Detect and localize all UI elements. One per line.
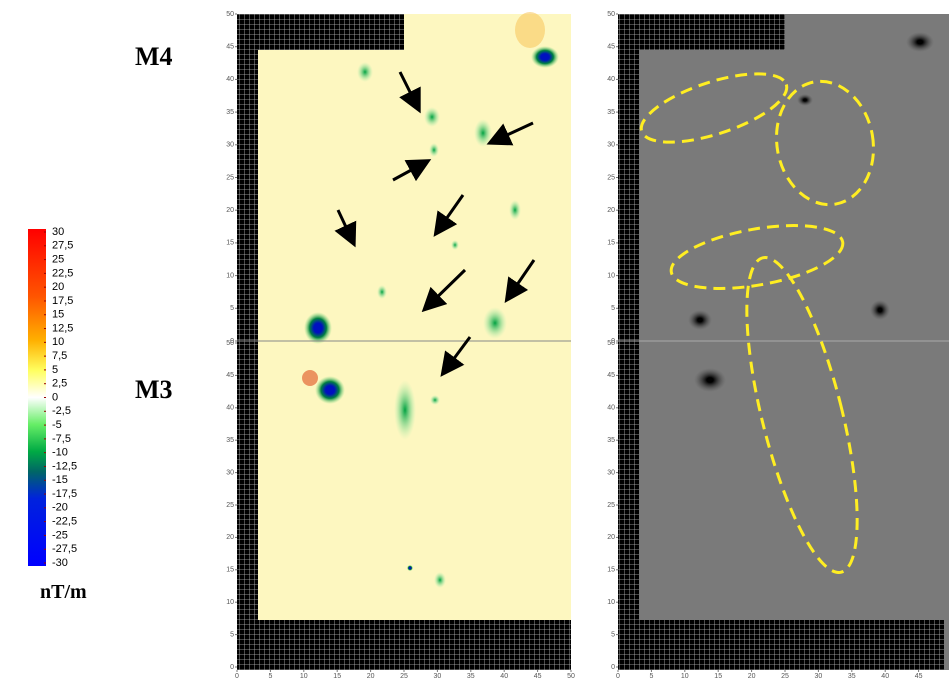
y-tick-label: 20 — [607, 207, 615, 214]
x-tick-label: 40 — [500, 673, 508, 680]
x-tick-label: 20 — [748, 673, 756, 680]
colorbar — [28, 229, 46, 566]
y-tick-label: 35 — [226, 437, 234, 444]
colorbar-label: 2,5 — [52, 378, 67, 390]
x-tick-label: 35 — [848, 673, 856, 680]
colorbar-label: -10 — [52, 447, 68, 459]
y-tick-label: 30 — [607, 469, 615, 476]
y-tick-label: 0 — [230, 338, 234, 345]
y-tick-label: 40 — [607, 76, 615, 83]
colorbar-label: -27,5 — [52, 543, 77, 555]
y-tick-label: 40 — [226, 405, 234, 412]
colorbar-label: 7,5 — [52, 350, 67, 362]
y-tick-label: 20 — [226, 207, 234, 214]
site-label: M4 — [135, 42, 173, 71]
x-tick-label: 40 — [881, 673, 889, 680]
y-tick-label: 45 — [607, 372, 615, 379]
x-tick-label: 10 — [300, 673, 308, 680]
y-tick-label: 20 — [607, 534, 615, 541]
y-tick-label: 0 — [611, 338, 615, 345]
colorbar-label: -25 — [52, 529, 68, 541]
colorbar-label: 22,5 — [52, 267, 73, 279]
colorbar-label: -30 — [52, 557, 68, 569]
y-tick-label: 30 — [607, 142, 615, 149]
y-tick-label: 40 — [607, 405, 615, 412]
colorbar-label: 5 — [52, 364, 58, 376]
x-tick-label: 0 — [235, 673, 239, 680]
x-tick-label: 0 — [616, 673, 620, 680]
colorbar-label: -12,5 — [52, 460, 77, 472]
y-tick-label: 10 — [607, 272, 615, 279]
x-tick-label: 30 — [815, 673, 823, 680]
y-tick-label: 40 — [226, 76, 234, 83]
colorbar-label: 20 — [52, 281, 64, 293]
x-tick-label: 5 — [268, 673, 272, 680]
x-tick-label: 35 — [467, 673, 475, 680]
y-tick-label: 20 — [226, 534, 234, 541]
y-tick-label: 30 — [226, 142, 234, 149]
site-label: M3 — [135, 375, 173, 404]
colorbar-label: 0 — [52, 391, 58, 403]
x-tick-label: 15 — [333, 673, 341, 680]
x-tick-label: 45 — [534, 673, 542, 680]
colorbar-label: 15 — [52, 309, 64, 321]
colorbar-label: -15 — [52, 474, 68, 486]
unit-label: nT/m — [40, 581, 87, 603]
x-tick-label: 20 — [367, 673, 375, 680]
colorbar-label: -2,5 — [52, 405, 71, 417]
x-tick-label: 25 — [781, 673, 789, 680]
colorbar-label: 25 — [52, 253, 64, 265]
y-tick-label: 50 — [226, 11, 234, 18]
colorbar-label: 30 — [52, 226, 64, 238]
y-tick-label: 50 — [607, 11, 615, 18]
x-tick-label: 10 — [681, 673, 689, 680]
y-tick-label: 0 — [230, 664, 234, 671]
colorbar-label: -17,5 — [52, 488, 77, 500]
arrows — [334, 71, 536, 377]
y-tick-label: 50 — [226, 340, 234, 347]
y-tick-label: 45 — [226, 372, 234, 379]
y-tick-label: 25 — [226, 502, 234, 509]
y-tick-label: 15 — [607, 240, 615, 247]
colorbar-label: 12,5 — [52, 322, 73, 334]
y-tick-label: 35 — [607, 437, 615, 444]
y-tick-label: 15 — [226, 240, 234, 247]
gray-map — [618, 14, 949, 670]
y-tick-label: 15 — [226, 567, 234, 574]
x-tick-label: 25 — [400, 673, 408, 680]
colorbar-label: 10 — [52, 336, 64, 348]
y-tick-label: 0 — [611, 664, 615, 671]
x-tick-label: 30 — [434, 673, 442, 680]
y-tick-label: 35 — [226, 109, 234, 116]
colorbar-label: -7,5 — [52, 433, 71, 445]
y-tick-label: 5 — [230, 305, 234, 312]
colorbar-label: 17,5 — [52, 295, 73, 307]
y-tick-label: 50 — [607, 340, 615, 347]
colorbar-label: 27,5 — [52, 240, 73, 252]
x-tick-label: 15 — [714, 673, 722, 680]
color-map — [237, 12, 571, 670]
y-tick-label: 5 — [230, 631, 234, 638]
x-tick-label: 50 — [567, 673, 575, 680]
x-tick-label: 45 — [915, 673, 923, 680]
y-tick-label: 45 — [607, 44, 615, 51]
colorbar-label: -22,5 — [52, 516, 77, 528]
x-tick-label: 5 — [649, 673, 653, 680]
colorbar-label: -5 — [52, 419, 62, 431]
y-tick-label: 10 — [607, 599, 615, 606]
y-tick-label: 25 — [607, 502, 615, 509]
y-tick-label: 10 — [226, 272, 234, 279]
y-tick-label: 10 — [226, 599, 234, 606]
y-tick-label: 25 — [226, 174, 234, 181]
y-tick-label: 45 — [226, 44, 234, 51]
y-tick-label: 5 — [611, 631, 615, 638]
y-tick-label: 25 — [607, 174, 615, 181]
y-tick-label: 35 — [607, 109, 615, 116]
y-tick-label: 15 — [607, 567, 615, 574]
y-tick-label: 30 — [226, 469, 234, 476]
y-tick-label: 5 — [611, 305, 615, 312]
colorbar-label: -20 — [52, 502, 68, 514]
